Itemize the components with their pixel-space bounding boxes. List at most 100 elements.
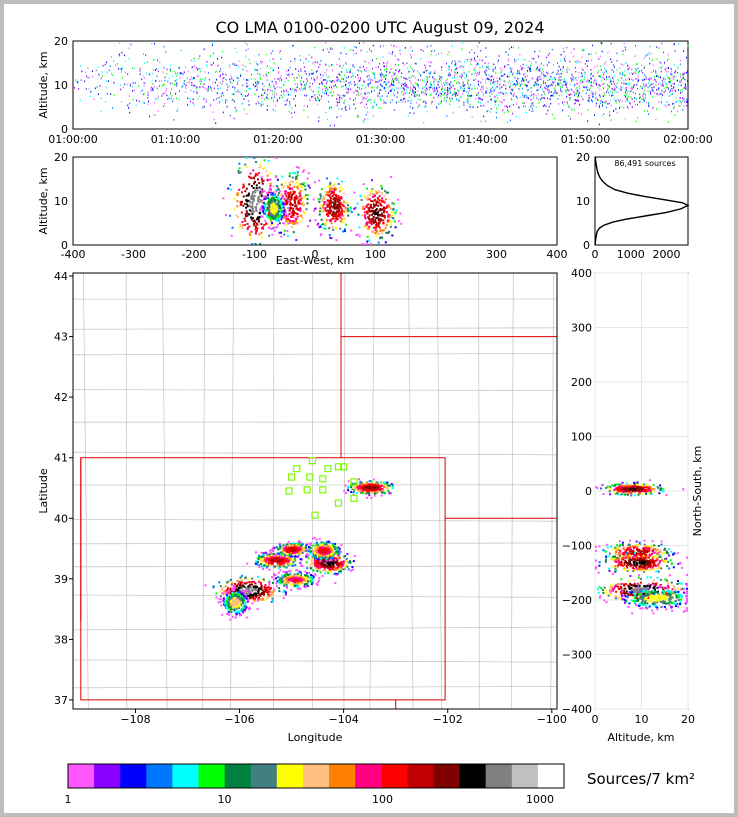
source-point bbox=[577, 82, 579, 85]
source-point bbox=[467, 100, 469, 103]
ew-source-cell bbox=[379, 202, 382, 205]
source-point bbox=[74, 87, 76, 89]
source-point bbox=[539, 99, 541, 101]
source-point bbox=[415, 63, 417, 65]
source-point bbox=[619, 67, 621, 69]
plan-source-cell bbox=[227, 580, 230, 583]
source-point bbox=[326, 118, 328, 121]
source-point bbox=[386, 74, 387, 77]
source-point bbox=[435, 54, 437, 57]
source-point bbox=[355, 83, 357, 86]
source-point bbox=[620, 85, 622, 88]
source-point bbox=[306, 80, 308, 82]
source-point bbox=[438, 75, 440, 77]
source-point bbox=[523, 67, 525, 70]
county-line bbox=[72, 518, 558, 522]
plan-source-cell bbox=[299, 558, 302, 560]
source-point bbox=[294, 60, 296, 63]
source-point bbox=[300, 82, 302, 85]
ew-source-cell bbox=[326, 203, 329, 206]
source-point bbox=[499, 100, 501, 103]
source-point bbox=[601, 103, 603, 106]
source-point bbox=[568, 104, 570, 107]
source-point bbox=[563, 79, 565, 82]
source-point bbox=[258, 53, 260, 56]
source-point bbox=[295, 68, 297, 70]
ew-source-cell bbox=[317, 222, 320, 225]
plan-source-cell bbox=[280, 559, 283, 562]
ew-source-cell bbox=[275, 203, 278, 206]
source-point bbox=[524, 79, 526, 81]
source-point bbox=[507, 106, 508, 108]
source-point bbox=[121, 100, 122, 103]
plan-source-cell bbox=[249, 583, 252, 586]
source-point bbox=[389, 90, 391, 93]
source-point bbox=[591, 99, 592, 101]
source-point bbox=[474, 52, 476, 54]
ew-source-cell bbox=[297, 166, 300, 169]
source-point bbox=[668, 88, 669, 90]
source-point bbox=[233, 79, 234, 82]
plan-source-cell bbox=[219, 590, 222, 593]
plan-source-cell bbox=[300, 564, 303, 567]
source-point bbox=[433, 96, 435, 99]
source-point bbox=[606, 72, 608, 74]
source-point bbox=[350, 69, 351, 72]
ew-source-cell bbox=[246, 228, 249, 231]
source-point bbox=[461, 88, 463, 91]
ew-source-cell bbox=[295, 221, 298, 224]
source-point bbox=[125, 60, 127, 63]
source-point bbox=[553, 92, 554, 95]
source-point bbox=[344, 99, 346, 102]
source-point bbox=[673, 86, 675, 88]
ew-source-cell bbox=[268, 172, 271, 175]
ew-source-cell bbox=[375, 224, 378, 226]
source-point bbox=[266, 74, 268, 77]
source-point bbox=[652, 64, 654, 66]
source-point bbox=[472, 106, 474, 108]
source-point bbox=[256, 89, 258, 91]
ew-source-cell bbox=[289, 183, 291, 186]
source-point bbox=[178, 98, 180, 101]
plan-source-cell bbox=[282, 596, 285, 599]
source-point bbox=[428, 76, 430, 78]
source-point bbox=[576, 91, 578, 93]
ew-source-cell bbox=[383, 194, 386, 197]
source-point bbox=[536, 89, 538, 92]
source-point bbox=[176, 82, 178, 84]
source-point bbox=[141, 89, 143, 92]
ew-source-cell bbox=[373, 220, 376, 223]
source-point bbox=[444, 89, 446, 92]
source-point bbox=[549, 98, 551, 100]
source-point bbox=[164, 76, 166, 79]
county-line bbox=[202, 272, 206, 710]
source-point bbox=[429, 81, 431, 84]
ew-source-cell bbox=[389, 216, 392, 219]
source-point bbox=[684, 72, 686, 74]
hist-xtick-1000: 1000 bbox=[617, 248, 645, 261]
source-point bbox=[544, 97, 545, 99]
ew-source-cell bbox=[293, 199, 296, 202]
source-point bbox=[243, 78, 245, 81]
plan-source-cell bbox=[292, 561, 295, 564]
ew-source-cell bbox=[321, 223, 324, 226]
source-point bbox=[303, 87, 305, 90]
source-point bbox=[381, 78, 383, 81]
source-point bbox=[156, 98, 158, 101]
source-point bbox=[291, 116, 293, 119]
source-point bbox=[496, 77, 498, 79]
source-point bbox=[509, 105, 511, 107]
source-point bbox=[308, 75, 310, 77]
source-point bbox=[183, 71, 185, 73]
source-point bbox=[303, 105, 305, 107]
source-point bbox=[455, 92, 457, 94]
source-point bbox=[565, 83, 567, 85]
ew-xtick-m400: -400 bbox=[61, 248, 86, 261]
source-point bbox=[543, 64, 545, 67]
ew-source-cell bbox=[307, 172, 310, 175]
source-point bbox=[258, 102, 260, 105]
ew-source-cell bbox=[324, 222, 327, 225]
source-point bbox=[562, 84, 564, 87]
ew-source-cell bbox=[276, 209, 279, 212]
source-point bbox=[680, 81, 682, 83]
